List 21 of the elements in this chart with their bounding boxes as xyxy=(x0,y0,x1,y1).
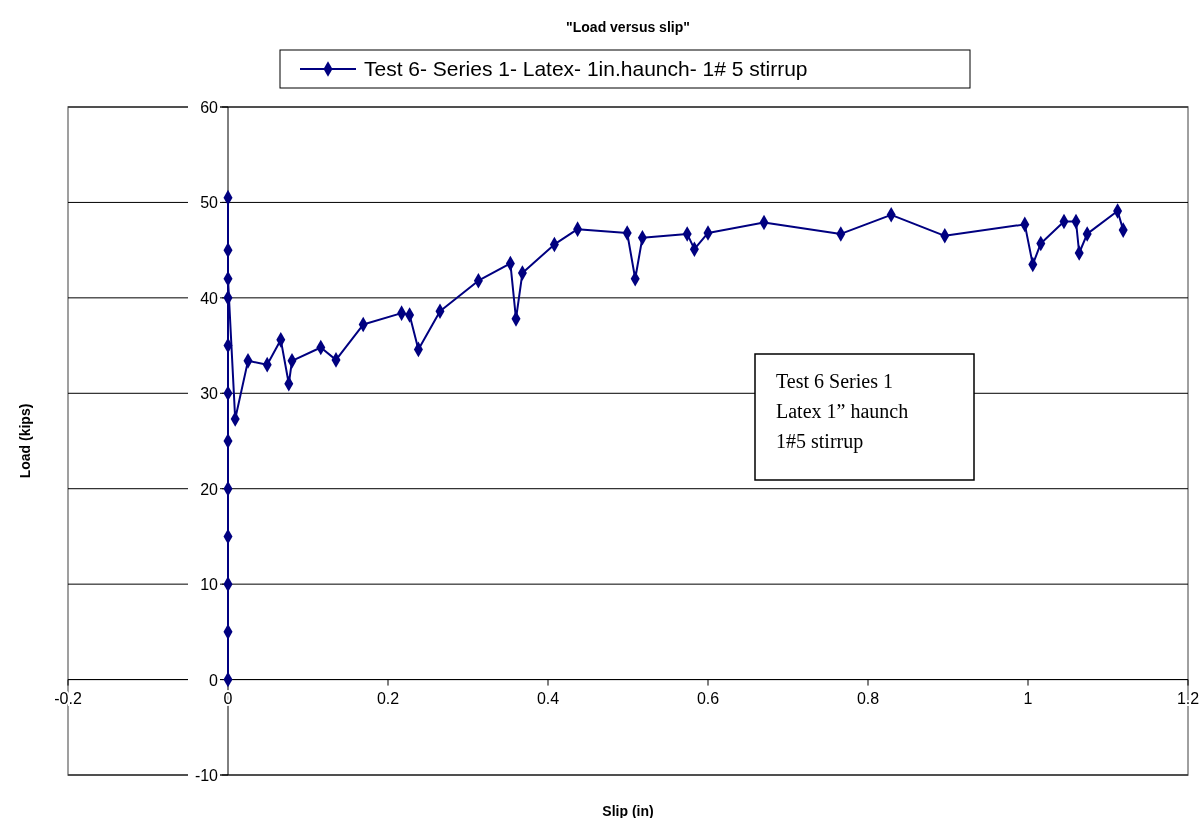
x-tick-label: 0 xyxy=(223,689,233,707)
x-tick-label: 0.2 xyxy=(376,689,400,707)
y-tick-label: 0 xyxy=(209,671,219,689)
x-tick-label: 1.2 xyxy=(1176,689,1200,707)
chart-title: "Load versus slip" xyxy=(566,19,690,35)
x-tick-label: 1 xyxy=(1023,689,1033,707)
x-tick-label: 0.6 xyxy=(696,689,720,707)
x-tick-label: 0.8 xyxy=(856,689,880,707)
annotation: Test 6 Series 1 Latex 1” haunch 1#5 stirrup xyxy=(776,370,909,453)
y-tick-label: 40 xyxy=(200,289,219,307)
y-tick-label: 20 xyxy=(200,480,219,498)
y-axis-title: Load (kips) xyxy=(17,403,33,479)
x-tick-label: -0.2 xyxy=(54,689,82,707)
y-tick-label: 60 xyxy=(200,99,219,116)
y-tick-label: -10 xyxy=(194,767,219,784)
y-tick-label: 30 xyxy=(200,385,219,403)
y-tick-label: 50 xyxy=(200,194,219,212)
y-tick-label: 10 xyxy=(200,576,219,594)
x-tick-label: 0.4 xyxy=(536,689,560,707)
x-axis-title: Slip (in) xyxy=(602,803,654,819)
legend-label: Test 6- Series 1- Latex- 1in.haunch- 1# 5 stirrup xyxy=(364,57,808,80)
